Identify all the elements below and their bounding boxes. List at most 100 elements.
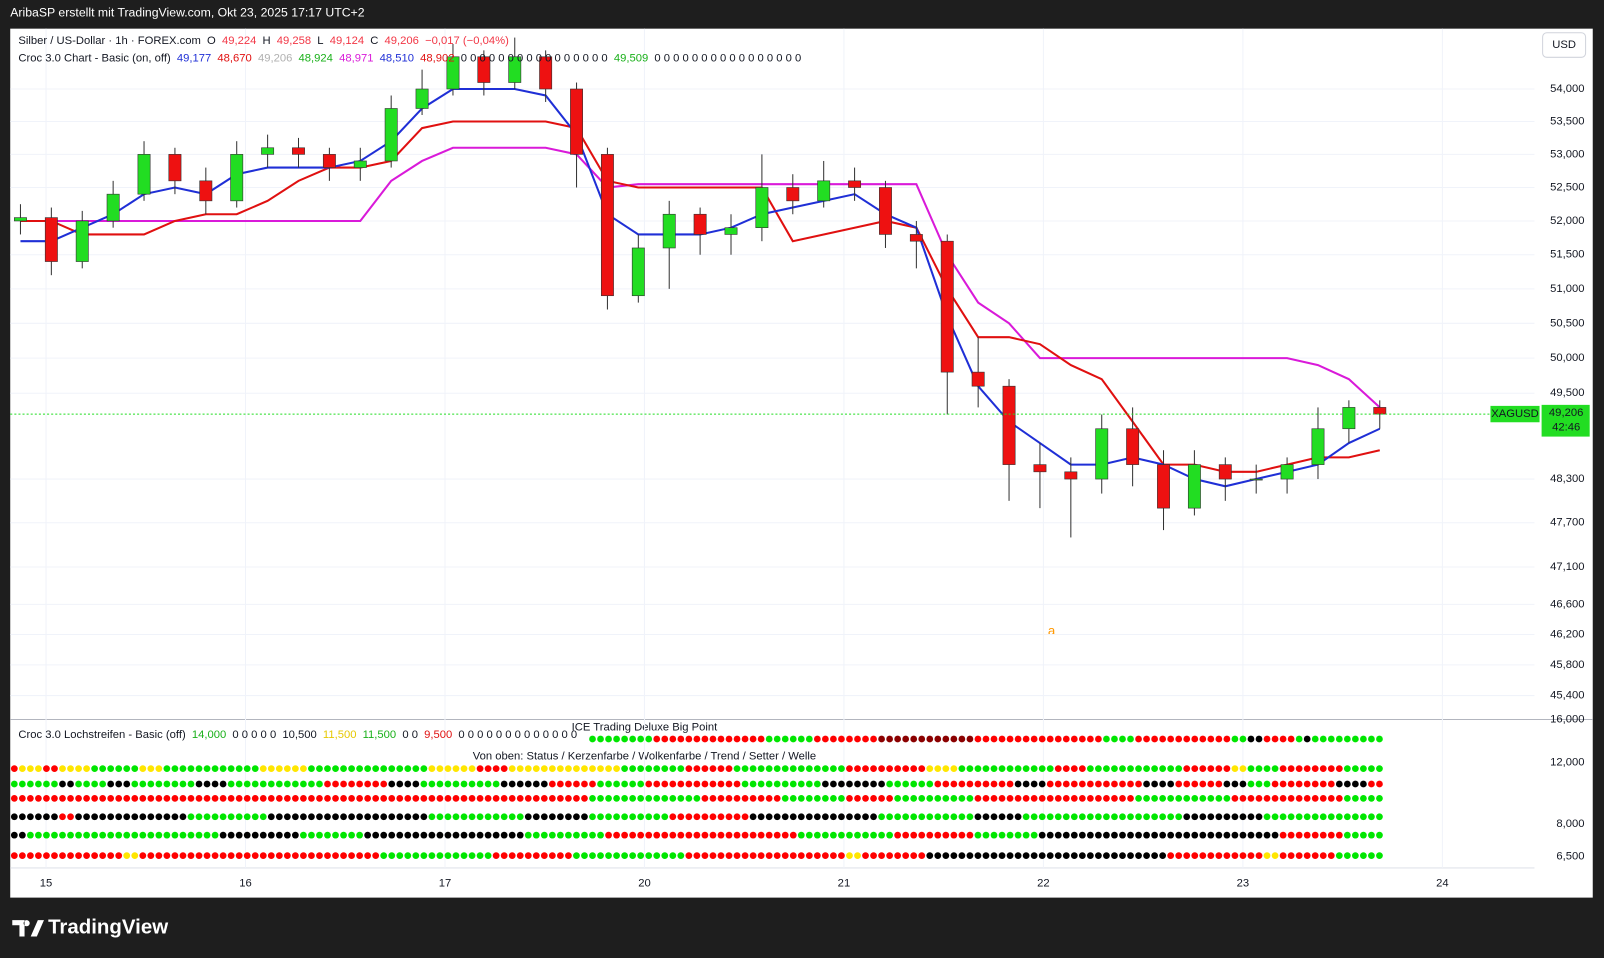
status-dot <box>1183 852 1191 860</box>
status-dot <box>1343 780 1351 788</box>
status-dot <box>1119 852 1126 860</box>
status-dot <box>524 813 532 821</box>
status-dot <box>1199 831 1207 839</box>
status-dot <box>605 765 612 773</box>
status-dot <box>35 765 42 773</box>
status-dot <box>332 831 339 839</box>
status-dot <box>388 813 396 821</box>
y-tick-label: 45,800 <box>1550 659 1584 671</box>
status-dot <box>950 735 958 743</box>
status-dot <box>1327 735 1335 743</box>
status-dot <box>789 780 797 788</box>
status-dot <box>27 852 34 860</box>
status-dot <box>765 780 773 788</box>
status-dot <box>27 831 34 839</box>
candle-body <box>1095 428 1109 480</box>
legend-row: Croc 3.0 Chart - Basic (on, off) 49,177 48… <box>18 52 801 64</box>
status-dot <box>637 765 645 773</box>
status-dot <box>693 852 701 860</box>
status-dot <box>1103 765 1110 773</box>
status-dot <box>830 852 837 860</box>
status-dot <box>187 794 195 802</box>
legend-item: 49,206 <box>258 52 292 64</box>
x-tick-label: 23 <box>1237 877 1250 889</box>
status-dot <box>789 794 797 802</box>
status-dot <box>548 794 556 802</box>
status-dot <box>468 765 476 773</box>
status-dot <box>51 765 58 773</box>
status-dot <box>565 831 572 839</box>
indicator-line <box>20 120 1380 473</box>
status-dot <box>179 780 187 788</box>
status-dot <box>870 794 877 802</box>
status-dot <box>1215 852 1223 860</box>
status-dot <box>838 852 845 860</box>
status-dot <box>123 794 131 802</box>
candle-body <box>940 240 954 373</box>
status-dot <box>67 831 74 839</box>
y-tick-label: 53,000 <box>1550 148 1584 160</box>
status-dot <box>1086 831 1094 839</box>
status-dot <box>404 765 412 773</box>
status-dot <box>1207 852 1215 860</box>
status-dot <box>300 765 307 773</box>
status-dot <box>773 831 781 839</box>
status-dot <box>1022 735 1030 743</box>
legend-item: 49,224 <box>222 35 256 47</box>
status-dot <box>75 831 82 839</box>
candle-body <box>1342 407 1356 430</box>
status-dot <box>404 852 412 860</box>
status-dot <box>966 735 974 743</box>
status-dot <box>862 813 869 821</box>
status-dot <box>1335 794 1343 802</box>
status-dot <box>308 852 315 860</box>
status-dot <box>492 765 500 773</box>
status-dot <box>139 780 147 788</box>
status-dot <box>1111 735 1118 743</box>
status-dot <box>452 780 460 788</box>
status-dot <box>540 852 548 860</box>
status-dot <box>1327 780 1335 788</box>
status-dot <box>1111 852 1118 860</box>
status-dot <box>1135 831 1142 839</box>
status-dot <box>227 852 235 860</box>
status-dot <box>1376 794 1383 802</box>
status-dot <box>1231 735 1239 743</box>
currency-button[interactable] <box>1542 32 1587 58</box>
status-dot <box>412 765 420 773</box>
status-dot <box>846 735 853 743</box>
status-dot <box>356 852 363 860</box>
status-dot <box>1215 780 1223 788</box>
status-dot <box>637 794 645 802</box>
status-dot <box>669 794 677 802</box>
status-dot <box>886 765 893 773</box>
status-dot <box>1279 765 1287 773</box>
status-dot <box>1054 831 1062 839</box>
status-dot <box>1303 852 1311 860</box>
status-dot <box>203 794 211 802</box>
status-dot <box>107 852 115 860</box>
status-dot <box>267 765 275 773</box>
status-dot <box>1086 765 1094 773</box>
status-dot <box>1070 735 1078 743</box>
status-dot <box>862 765 869 773</box>
status-dot <box>1255 831 1263 839</box>
status-dot <box>1143 780 1150 788</box>
status-dot <box>123 780 131 788</box>
status-dot <box>500 794 508 802</box>
status-dot <box>1006 765 1014 773</box>
status-dot <box>107 780 115 788</box>
legend-item: 0 0 <box>402 729 418 741</box>
status-dot <box>18 780 26 788</box>
status-dot <box>171 852 179 860</box>
status-dot <box>348 813 355 821</box>
status-dot <box>59 794 66 802</box>
status-dot <box>701 765 709 773</box>
status-dot <box>147 780 155 788</box>
status-dot <box>934 813 942 821</box>
status-dot <box>340 813 347 821</box>
status-dot <box>757 813 765 821</box>
status-dot <box>396 831 404 839</box>
status-dot <box>18 852 26 860</box>
status-dot <box>235 765 243 773</box>
